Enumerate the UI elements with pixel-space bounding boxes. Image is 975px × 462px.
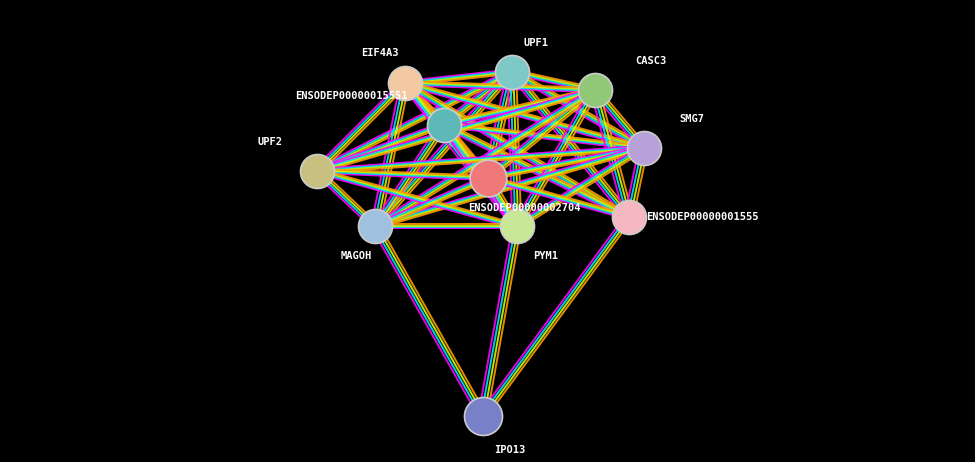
Text: ENSODEP00000015551: ENSODEP00000015551	[294, 91, 408, 101]
Point	[368, 223, 383, 230]
Text: MAGOH: MAGOH	[340, 251, 371, 261]
Text: ENSODEP00000001555: ENSODEP00000001555	[645, 212, 759, 222]
Text: SMG7: SMG7	[680, 114, 705, 124]
Point	[636, 144, 651, 152]
Text: PYM1: PYM1	[533, 251, 559, 261]
Text: EIF4A3: EIF4A3	[362, 48, 399, 58]
Point	[475, 412, 490, 419]
Point	[504, 68, 520, 75]
Point	[621, 213, 637, 221]
Text: IPO13: IPO13	[494, 445, 526, 456]
Text: UPF1: UPF1	[524, 38, 549, 48]
Point	[309, 167, 325, 175]
Point	[509, 223, 525, 230]
Text: CASC3: CASC3	[636, 56, 667, 67]
Point	[480, 174, 495, 182]
Point	[587, 86, 603, 94]
Text: ENSODEP00000002704: ENSODEP00000002704	[468, 203, 581, 213]
Text: UPF2: UPF2	[257, 137, 283, 147]
Point	[397, 79, 412, 87]
Point	[436, 121, 451, 128]
